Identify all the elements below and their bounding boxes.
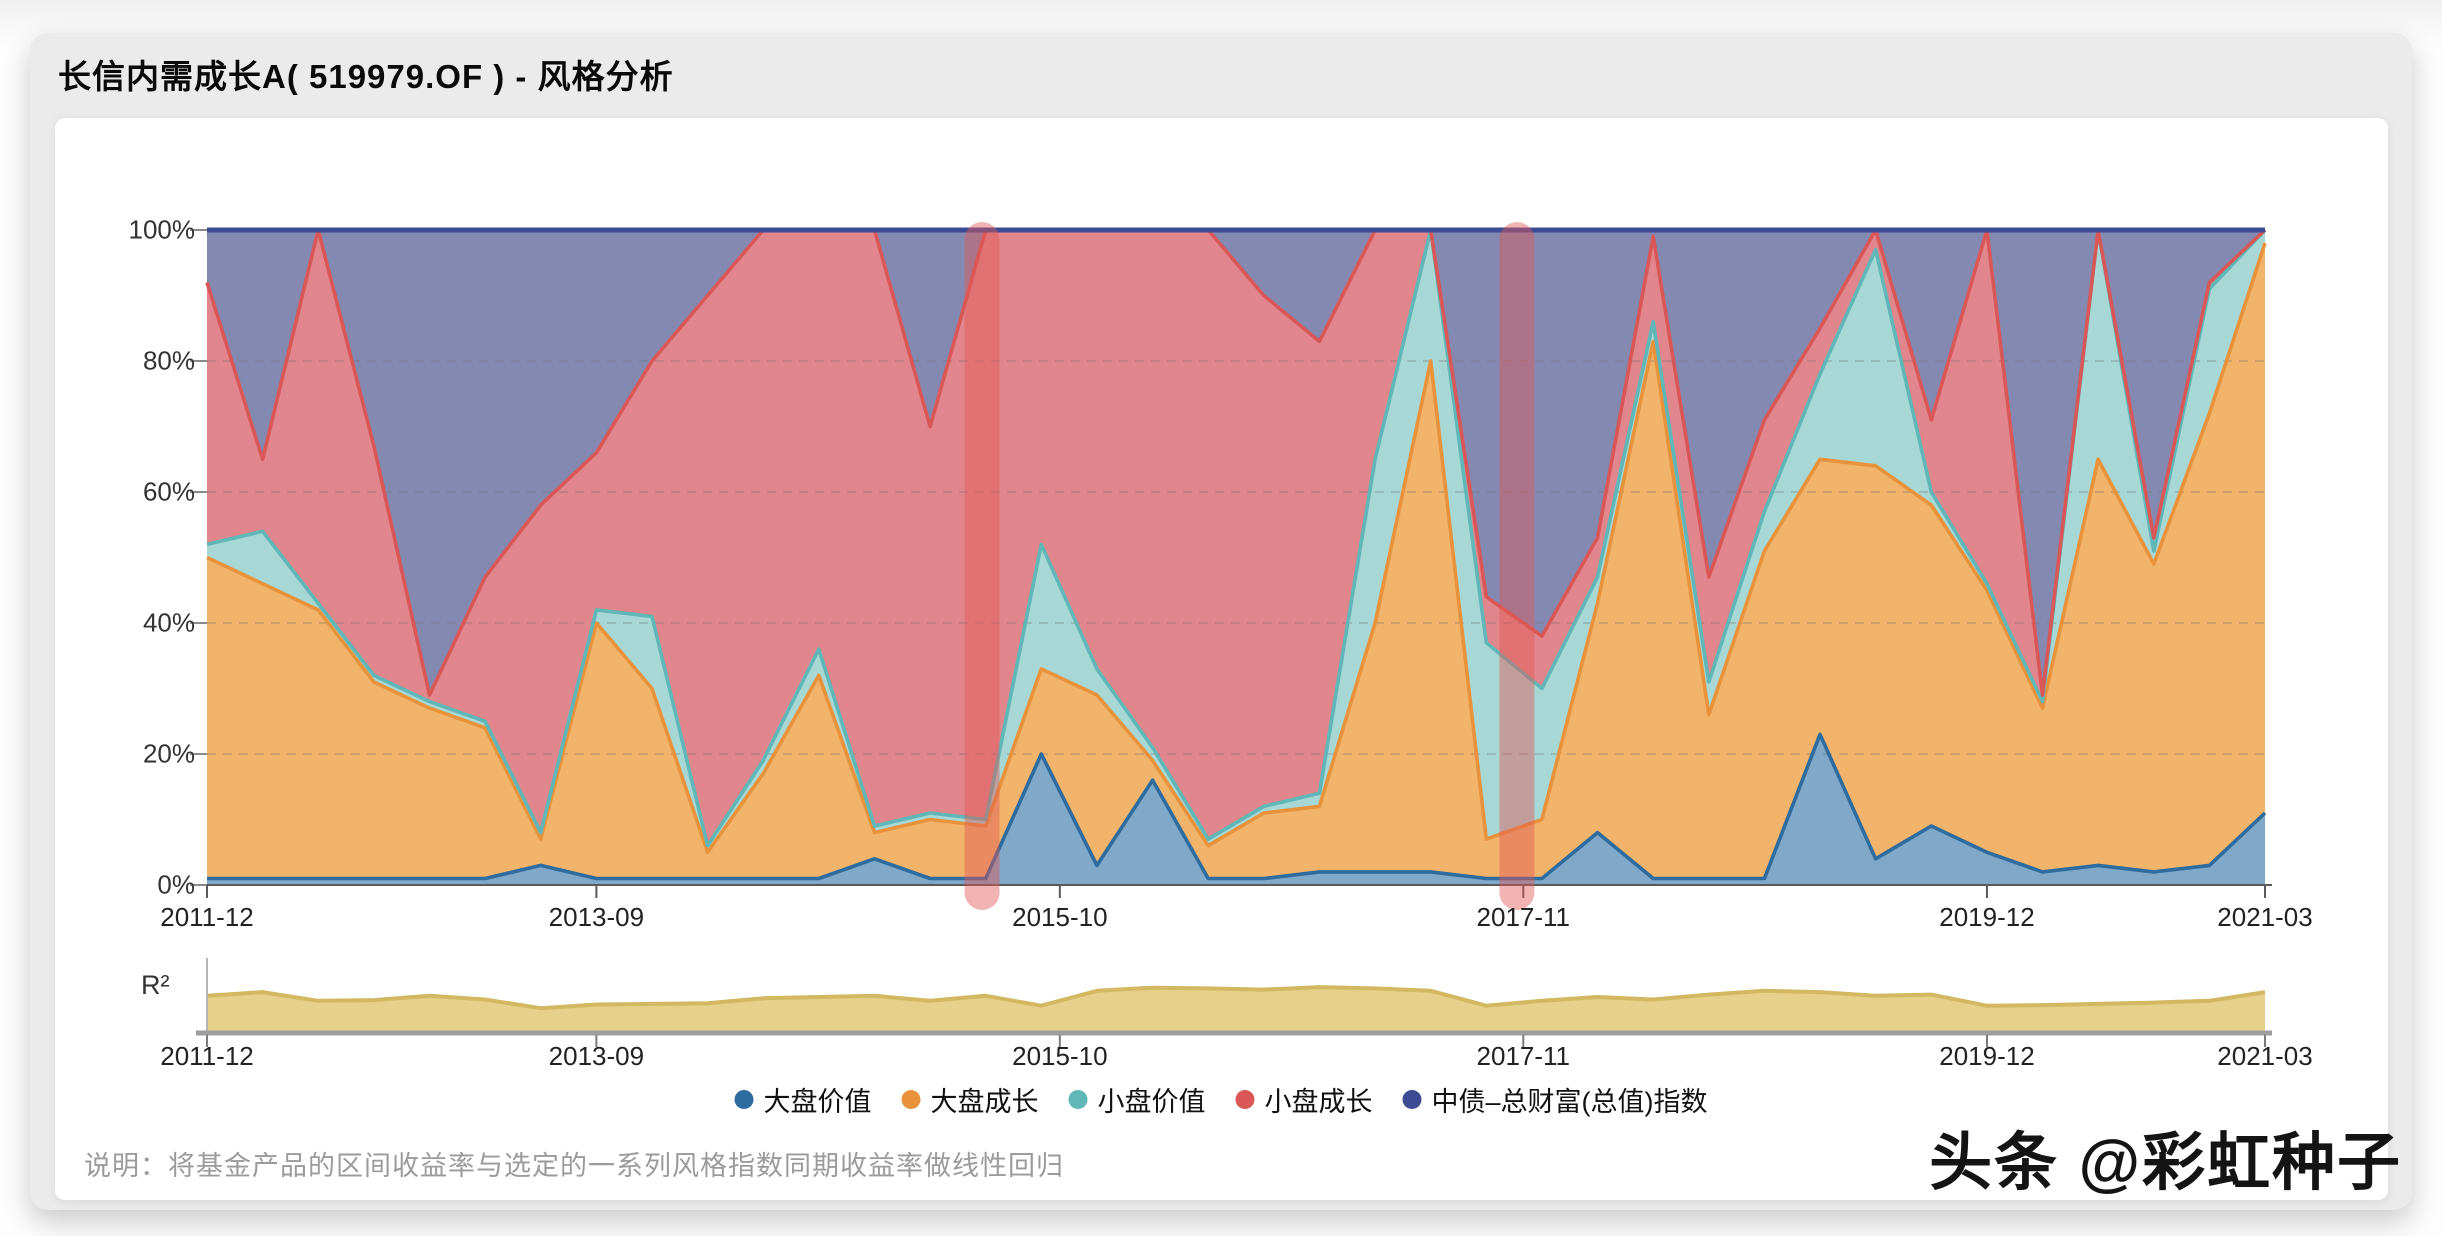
x-axis-label-2021-03: 2021-03 xyxy=(2217,902,2313,932)
highlight-bar-1 xyxy=(964,222,1000,910)
legend-dot-icon xyxy=(901,1090,921,1109)
watermark: 头条 @彩虹种子 xyxy=(1929,1128,2402,1198)
series-line-大盘成长 xyxy=(206,242,2267,855)
x-axis-label-2013-09: 2013-09 xyxy=(548,1041,645,1071)
series-area-中债–总财富(总值)指数 xyxy=(207,230,2265,695)
legend-dot-icon xyxy=(734,1090,754,1109)
x-axis-label-2015-10: 2015-10 xyxy=(1012,902,1108,932)
y-axis-label-60%: 60% xyxy=(142,476,195,507)
series-area-大盘成长 xyxy=(207,243,2265,879)
r2-axis-label: R² xyxy=(141,970,170,1000)
legend-label: 大盘成长 xyxy=(930,1087,1039,1117)
legend-item-中债–总财富(总值)指数[interactable]: 中债–总财富(总值)指数 xyxy=(1402,1080,1708,1119)
series-line-大盘价值 xyxy=(207,732,2267,881)
footnote: 说明：将基金产品的区间收益率与选定的一系列风格指数同期收益率做线性回归 xyxy=(84,1151,1064,1181)
series-line-小盘价值 xyxy=(206,228,2267,848)
r2-line xyxy=(206,985,2266,1011)
y-axis-label-40%: 40% xyxy=(142,607,195,638)
x-axis-label-2013-09: 2013-09 xyxy=(548,902,645,932)
page-title: 长信内需成长A( 519979.OF ) - 风格分析 xyxy=(58,58,674,95)
y-axis-label-0%: 0% xyxy=(157,869,195,900)
legend-label: 大盘价值 xyxy=(763,1087,872,1117)
x-axis-label-2021-03: 2021-03 xyxy=(2217,1041,2313,1071)
legend-dot-icon xyxy=(1068,1090,1088,1109)
highlight-bar-2 xyxy=(1499,222,1535,910)
x-axis-label-2011-12: 2011-12 xyxy=(160,902,254,932)
x-axis-label-2011-12: 2011-12 xyxy=(160,1041,254,1071)
legend-label: 小盘价值 xyxy=(1097,1087,1206,1117)
x-axis-label-2019-12: 2019-12 xyxy=(1939,902,2035,932)
x-axis-label-2017-11: 2017-11 xyxy=(1476,902,1571,932)
legend-item-大盘价值[interactable]: 大盘价值 xyxy=(734,1080,872,1119)
x-axis-label-2015-10: 2015-10 xyxy=(1012,1041,1108,1071)
series-line-小盘成长 xyxy=(205,228,2267,697)
x-axis-label-2019-12: 2019-12 xyxy=(1939,1041,2035,1071)
legend-item-大盘成长[interactable]: 大盘成长 xyxy=(901,1080,1039,1119)
legend-item-小盘成长[interactable]: 小盘成长 xyxy=(1235,1080,1373,1119)
y-axis-label-100%: 100% xyxy=(128,214,196,245)
y-axis-label-80%: 80% xyxy=(142,345,195,376)
legend-dot-icon xyxy=(1235,1090,1255,1109)
y-axis-label-20%: 20% xyxy=(142,738,195,769)
chart-legend: 大盘价值 大盘成长 小盘价值 小盘成长 中债–总财富(总值)指数 xyxy=(734,1080,1708,1119)
legend-label: 小盘成长 xyxy=(1264,1087,1373,1117)
x-axis-label-2017-11: 2017-11 xyxy=(1476,1041,1571,1071)
legend-item-小盘价值[interactable]: 小盘价值 xyxy=(1068,1080,1206,1119)
legend-dot-icon xyxy=(1402,1090,1422,1109)
r2-area xyxy=(207,987,2265,1033)
legend-label: 中债–总财富(总值)指数 xyxy=(1431,1087,1708,1117)
series-area-小盘成长 xyxy=(207,230,2265,846)
